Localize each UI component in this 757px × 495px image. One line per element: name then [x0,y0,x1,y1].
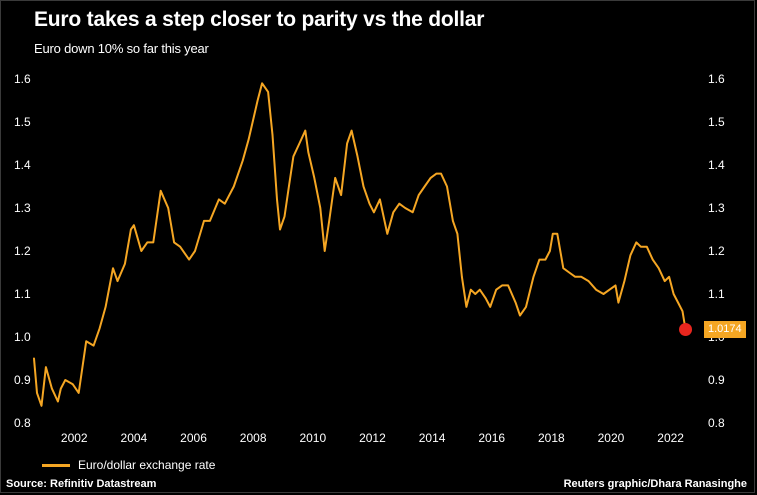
y-tick-label-right: 1.3 [708,201,725,215]
last-value-label: 1.0174 [704,321,746,338]
legend-label: Euro/dollar exchange rate [78,458,216,472]
legend: Euro/dollar exchange rate [42,458,215,472]
x-tick-label: 2012 [359,431,386,445]
plot-area [33,82,693,407]
x-tick-label: 2008 [240,431,267,445]
x-tick-label: 2006 [180,431,207,445]
y-tick-label-left: 1.6 [14,72,31,86]
x-tick-label: 2014 [419,431,446,445]
y-tick-label-left: 0.9 [14,373,31,387]
y-axis-right: 0.80.91.01.11.21.31.41.51.6 [708,72,725,430]
y-tick-label-right: 1.2 [708,244,725,258]
y-tick-label-right: 0.8 [708,416,725,430]
y-tick-label-right: 1.5 [708,115,725,129]
x-tick-label: 2020 [598,431,625,445]
y-tick-label-right: 1.1 [708,287,725,301]
y-tick-label-left: 1.3 [14,201,31,215]
series-line [33,82,687,407]
y-tick-label-left: 1.0 [14,330,31,344]
legend-swatch [42,463,70,467]
x-axis: 2002 2004 2006 2008 2010 2012 2014 2016 2018 2020… [61,431,684,445]
chart-subtitle: Euro down 10% so far this year [34,41,209,56]
last-value-marker [679,323,693,337]
y-tick-label-right: 0.9 [708,373,725,387]
x-tick-label: 2010 [299,431,326,445]
x-tick-label: 2004 [121,431,148,445]
x-tick-label: 2002 [61,431,88,445]
y-tick-label-left: 1.1 [14,287,31,301]
x-tick-label: 2022 [657,431,684,445]
chart-title: Euro takes a step closer to parity vs th… [34,8,485,31]
source-note: Source: Refinitiv Datastream [6,478,157,490]
x-tick-label: 2016 [478,431,505,445]
y-tick-label-left: 1.5 [14,115,31,129]
y-tick-label-right: 1.4 [708,158,725,172]
y-tick-label-left: 0.8 [14,416,31,430]
x-tick-label: 2018 [538,431,565,445]
y-tick-label-left: 1.2 [14,244,31,258]
credit-note: Reuters graphic/Dhara Ranasinghe [563,478,747,490]
y-axis-left: 0.8 0.9 1.0 1.1 1.2 1.3 1.4 1.5 1.6 [14,72,31,430]
y-tick-label-left: 1.4 [14,158,31,172]
y-tick-label-right: 1.6 [708,72,725,86]
